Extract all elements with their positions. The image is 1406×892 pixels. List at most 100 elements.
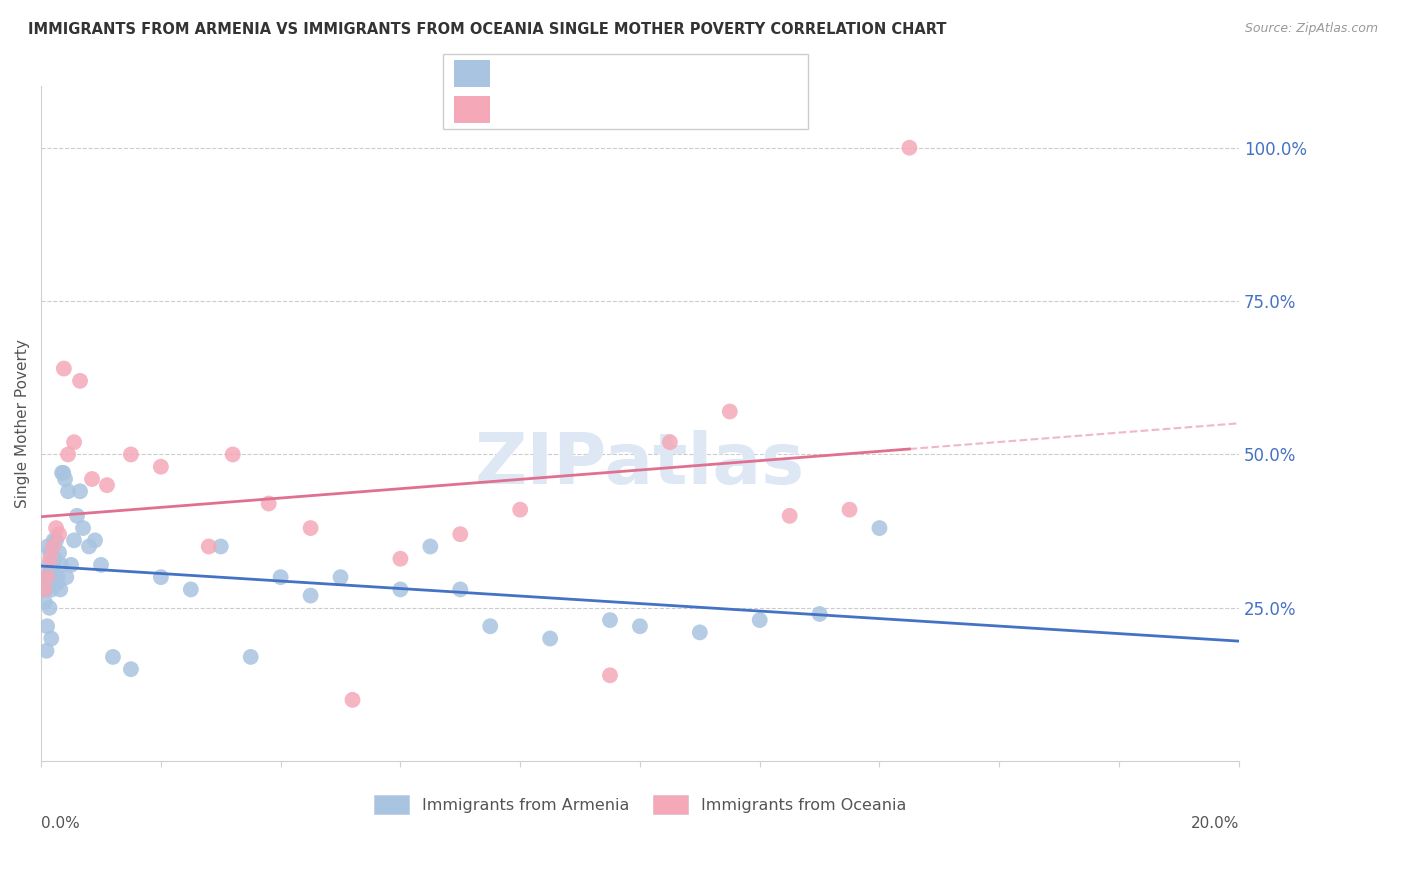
- Point: [689, 625, 711, 640]
- Point: [96, 478, 118, 492]
- FancyBboxPatch shape: [443, 54, 808, 129]
- Point: [898, 141, 921, 155]
- Point: [56, 447, 79, 461]
- Point: [51, 466, 73, 480]
- Point: [270, 570, 292, 584]
- Text: 0.0%: 0.0%: [41, 816, 80, 831]
- Point: [35, 582, 58, 597]
- Point: [342, 693, 364, 707]
- Point: [63, 533, 86, 548]
- Text: N =: N =: [644, 101, 681, 119]
- Point: [239, 649, 262, 664]
- FancyBboxPatch shape: [454, 60, 491, 87]
- Point: [329, 570, 352, 584]
- Point: [66, 508, 89, 523]
- Text: 20.0%: 20.0%: [1191, 816, 1239, 831]
- Point: [449, 582, 471, 597]
- Point: [149, 570, 172, 584]
- Point: [55, 570, 77, 584]
- Point: [838, 502, 860, 516]
- Text: 58: 58: [699, 64, 721, 82]
- Point: [39, 551, 62, 566]
- Point: [42, 540, 65, 554]
- Point: [44, 570, 66, 584]
- Point: [779, 508, 801, 523]
- Point: [45, 521, 67, 535]
- Point: [32, 582, 55, 597]
- Point: [748, 613, 770, 627]
- Point: [39, 632, 62, 646]
- Point: [63, 435, 86, 450]
- Point: [42, 533, 65, 548]
- Point: [38, 558, 60, 572]
- Point: [45, 533, 67, 548]
- Point: [49, 582, 72, 597]
- Point: [35, 619, 58, 633]
- Point: [37, 540, 59, 554]
- Point: [41, 582, 63, 597]
- Point: [56, 484, 79, 499]
- Point: [39, 546, 62, 560]
- Point: [72, 521, 94, 535]
- Point: [658, 435, 681, 450]
- Point: [222, 447, 245, 461]
- Text: Source: ZipAtlas.com: Source: ZipAtlas.com: [1244, 22, 1378, 36]
- Point: [257, 497, 280, 511]
- Point: [44, 576, 66, 591]
- Point: [299, 589, 322, 603]
- Point: [628, 619, 651, 633]
- Point: [53, 472, 76, 486]
- Point: [84, 533, 107, 548]
- Point: [389, 582, 412, 597]
- Point: [41, 576, 63, 591]
- Text: -0.076: -0.076: [557, 64, 616, 82]
- Point: [48, 546, 70, 560]
- Legend: Immigrants from Armenia, Immigrants from Oceania: Immigrants from Armenia, Immigrants from…: [367, 789, 912, 821]
- Point: [120, 447, 142, 461]
- Text: R =: R =: [502, 64, 537, 82]
- Point: [38, 600, 60, 615]
- Point: [69, 374, 91, 388]
- Point: [209, 540, 232, 554]
- Text: 28: 28: [699, 101, 721, 119]
- Point: [60, 558, 83, 572]
- Point: [180, 582, 202, 597]
- Text: ZIPatlas: ZIPatlas: [475, 430, 806, 499]
- Point: [77, 540, 100, 554]
- Point: [599, 613, 621, 627]
- Y-axis label: Single Mother Poverty: Single Mother Poverty: [15, 339, 30, 508]
- Point: [35, 570, 58, 584]
- Point: [52, 466, 75, 480]
- Point: [48, 527, 70, 541]
- Point: [718, 404, 741, 418]
- Point: [389, 551, 412, 566]
- Text: N =: N =: [644, 64, 681, 82]
- Point: [35, 644, 58, 658]
- Point: [80, 472, 103, 486]
- Point: [538, 632, 561, 646]
- FancyBboxPatch shape: [454, 96, 491, 123]
- Point: [449, 527, 471, 541]
- Point: [49, 558, 72, 572]
- Point: [599, 668, 621, 682]
- Point: [90, 558, 112, 572]
- Point: [46, 576, 69, 591]
- Point: [39, 564, 62, 578]
- Point: [299, 521, 322, 535]
- Text: IMMIGRANTS FROM ARMENIA VS IMMIGRANTS FROM OCEANIA SINGLE MOTHER POVERTY CORRELA: IMMIGRANTS FROM ARMENIA VS IMMIGRANTS FR…: [28, 22, 946, 37]
- Point: [808, 607, 831, 621]
- Point: [149, 459, 172, 474]
- Point: [120, 662, 142, 676]
- Point: [37, 570, 59, 584]
- Point: [101, 649, 124, 664]
- Point: [44, 551, 66, 566]
- Point: [32, 570, 55, 584]
- Point: [69, 484, 91, 499]
- Point: [46, 570, 69, 584]
- Point: [197, 540, 219, 554]
- Point: [52, 361, 75, 376]
- Point: [419, 540, 441, 554]
- Point: [869, 521, 891, 535]
- Text: 0.474: 0.474: [557, 101, 614, 119]
- Text: R =: R =: [502, 101, 537, 119]
